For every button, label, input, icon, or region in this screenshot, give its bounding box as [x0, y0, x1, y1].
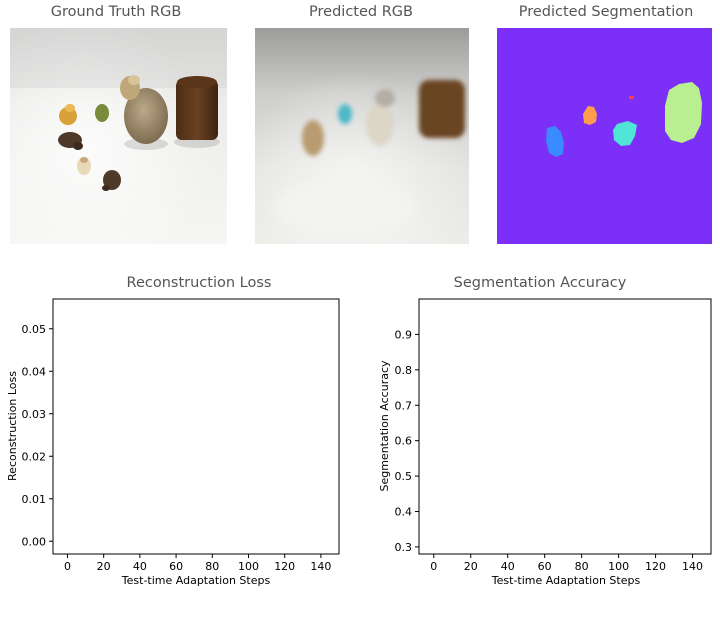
- plot-area: [418, 298, 712, 555]
- y-axis-ticks: 0.00 0.01 0.02 0.03 0.04 0.05: [22, 323, 53, 548]
- y-tick-label: 0.02: [22, 450, 47, 463]
- x-tick-label: 140: [682, 560, 703, 573]
- x-tick-label: 100: [608, 560, 629, 573]
- y-tick-label: 0.5: [395, 470, 413, 483]
- y-tick-label: 0.7: [395, 399, 413, 412]
- x-tick-label: 100: [238, 560, 259, 573]
- segmentation-accuracy-chart: Segmentation Accuracy 0 20 40 60 80 100 120 140…: [378, 275, 712, 587]
- y-tick-label: 0.6: [395, 435, 413, 448]
- plot-area: [52, 298, 340, 555]
- x-tick-label: 80: [205, 560, 219, 573]
- predicted-rgb-image: [255, 28, 469, 244]
- y-tick-label: 0.9: [395, 328, 413, 341]
- chart-title: Segmentation Accuracy: [454, 275, 627, 291]
- x-tick-label: 60: [169, 560, 183, 573]
- x-tick-label: 120: [274, 560, 295, 573]
- y-tick-label: 0.8: [395, 364, 413, 377]
- y-tick-label: 0.3: [395, 541, 413, 554]
- x-axis-label: Test-time Adaptation Steps: [491, 574, 641, 587]
- x-axis-ticks: 0 20 40 60 80 100 120 140: [430, 554, 703, 573]
- x-axis-label: Test-time Adaptation Steps: [121, 574, 271, 587]
- ground-truth-image: [10, 28, 227, 244]
- predicted-segmentation-title: Predicted Segmentation: [518, 4, 694, 20]
- y-tick-label: 0.03: [22, 408, 47, 421]
- x-tick-label: 80: [575, 560, 589, 573]
- predicted-segmentation-image: [497, 28, 712, 244]
- ground-truth-title: Ground Truth RGB: [50, 4, 182, 20]
- predicted-rgb-title: Predicted RGB: [309, 4, 413, 20]
- x-tick-label: 0: [64, 560, 71, 573]
- y-tick-label: 0.00: [22, 535, 47, 548]
- x-tick-label: 20: [97, 560, 111, 573]
- y-axis-label: Reconstruction Loss: [6, 371, 19, 481]
- x-tick-label: 0: [430, 560, 437, 573]
- x-axis-ticks: 0 20 40 60 80 100 120 140: [64, 554, 331, 573]
- y-tick-label: 0.05: [22, 323, 47, 336]
- reconstruction-loss-chart: Reconstruction Loss 0 20 40 60 80 100 120 140 0…: [6, 275, 340, 587]
- x-tick-label: 120: [645, 560, 666, 573]
- x-tick-label: 20: [464, 560, 478, 573]
- chart-title: Reconstruction Loss: [127, 275, 272, 291]
- y-axis-ticks: 0.3 0.4 0.5 0.6 0.7 0.8 0.9: [395, 328, 419, 554]
- x-tick-label: 40: [133, 560, 147, 573]
- x-tick-label: 60: [538, 560, 552, 573]
- x-tick-label: 140: [310, 560, 331, 573]
- x-tick-label: 40: [501, 560, 515, 573]
- y-tick-label: 0.04: [22, 365, 47, 378]
- y-tick-label: 0.01: [22, 493, 47, 506]
- y-tick-label: 0.4: [395, 506, 413, 519]
- y-axis-label: Segmentation Accuracy: [378, 360, 391, 492]
